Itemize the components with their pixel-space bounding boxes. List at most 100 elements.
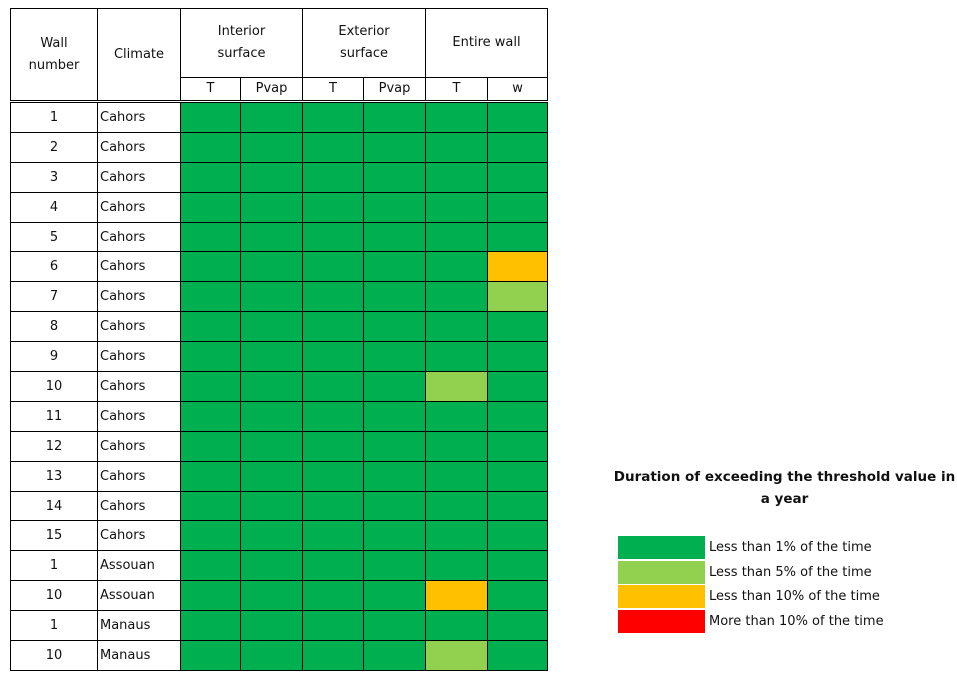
status-cell	[425, 400, 489, 432]
legend-swatch	[618, 585, 705, 608]
status-cell	[425, 371, 489, 402]
status-cell	[239, 311, 304, 343]
status-cell	[239, 520, 304, 552]
status-cell	[302, 490, 365, 522]
row: 10 Cahors	[10, 371, 549, 402]
row: 10 Manaus	[10, 640, 549, 671]
status-cell	[425, 101, 489, 133]
status-cell	[239, 221, 304, 253]
wall-number: 12	[10, 430, 98, 462]
status-cell	[487, 520, 549, 552]
legend-label: Less than 10% of the time	[709, 589, 880, 604]
status-cell	[425, 610, 489, 642]
status-cell	[180, 161, 241, 193]
row: 6 Cahors	[10, 251, 549, 283]
status-cell	[487, 400, 549, 432]
status-cell	[180, 101, 241, 133]
climate: Cahors	[97, 430, 181, 462]
status-cell	[239, 490, 304, 522]
status-cell	[239, 580, 304, 612]
status-cell	[302, 221, 365, 253]
status-cell	[487, 371, 549, 402]
status-cell	[239, 191, 304, 223]
status-cell	[487, 221, 549, 253]
status-cell	[487, 640, 549, 671]
row: 8 Cahors	[10, 311, 549, 343]
status-cell	[239, 251, 304, 283]
status-cell	[239, 281, 304, 313]
status-cell	[425, 341, 489, 373]
climate: Cahors	[97, 281, 181, 313]
subheader: w	[487, 77, 549, 103]
subheader: T	[180, 77, 241, 103]
status-cell	[302, 341, 365, 373]
status-cell	[180, 430, 241, 462]
wall-number: 10	[10, 580, 98, 612]
legend-title: Duration of exceeding the threshold valu…	[613, 469, 956, 507]
climate: Manaus	[97, 640, 181, 671]
row: 11 Cahors	[10, 400, 549, 432]
table-body: 1 Cahors 2 Cahors 3 Cahors 4 Cahors 5 Cahors 6 Caho…	[10, 101, 549, 671]
wall-number: 14	[10, 490, 98, 522]
wall-number: 10	[10, 640, 98, 671]
status-cell	[180, 520, 241, 552]
legend-item: More than 10% of the time	[618, 609, 884, 633]
climate: Cahors	[97, 131, 181, 163]
wall-number: 10	[10, 371, 98, 402]
wall-number: 1	[10, 610, 98, 642]
status-cell	[302, 101, 365, 133]
row: 1 Manaus	[10, 610, 549, 642]
status-cell	[363, 281, 427, 313]
status-cell	[180, 371, 241, 402]
status-cell	[302, 610, 365, 642]
row: 10 Assouan	[10, 580, 549, 612]
status-cell	[363, 490, 427, 522]
status-cell	[302, 550, 365, 582]
wall-number: 11	[10, 400, 98, 432]
climate: Cahors	[97, 251, 181, 283]
legend-swatch	[618, 560, 705, 584]
row: 14 Cahors	[10, 490, 549, 522]
row: 1 Cahors	[10, 101, 549, 133]
climate: Manaus	[97, 610, 181, 642]
wall-number: 15	[10, 520, 98, 552]
status-cell	[487, 101, 549, 133]
status-cell	[487, 131, 549, 163]
status-cell	[363, 610, 427, 642]
climate: Assouan	[97, 550, 181, 582]
climate: Cahors	[97, 191, 181, 223]
legend-item: Less than 5% of the time	[618, 560, 872, 584]
status-cell	[425, 430, 489, 462]
status-cell	[487, 490, 549, 522]
subheader: T	[425, 77, 489, 103]
status-cell	[363, 101, 427, 133]
status-cell	[180, 131, 241, 163]
wall-number: 9	[10, 341, 98, 373]
status-cell	[487, 430, 549, 462]
status-cell	[425, 490, 489, 522]
status-cell	[302, 161, 365, 193]
status-cell	[180, 550, 241, 582]
climate: Cahors	[97, 371, 181, 402]
row: 9 Cahors	[10, 341, 549, 373]
climate: Cahors	[97, 490, 181, 522]
status-cell	[487, 580, 549, 612]
status-cell	[302, 281, 365, 313]
status-cell	[487, 610, 549, 642]
status-cell	[487, 311, 549, 343]
status-cell	[239, 400, 304, 432]
climate: Cahors	[97, 400, 181, 432]
status-cell	[302, 251, 365, 283]
row: 13 Cahors	[10, 460, 549, 492]
status-cell	[487, 460, 549, 492]
climate: Cahors	[97, 221, 181, 253]
status-cell	[239, 341, 304, 373]
row: 1 Assouan	[10, 550, 549, 582]
status-cell	[363, 520, 427, 552]
legend-label: More than 10% of the time	[709, 613, 884, 629]
status-cell	[363, 341, 427, 373]
header-wall-number: Wall number	[10, 8, 98, 103]
legend-item: Less than 10% of the time	[618, 585, 880, 608]
status-cell	[363, 371, 427, 402]
